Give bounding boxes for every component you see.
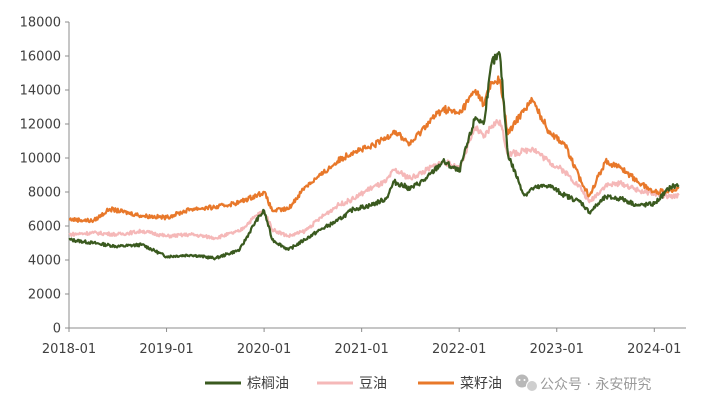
series-lines: [68, 51, 680, 261]
y-tick-label: 10000: [20, 152, 61, 167]
x-tick-label: 2022-01: [432, 342, 486, 357]
series-line-2: [68, 75, 680, 224]
x-tick-label: 2021-01: [334, 342, 388, 357]
wechat-icon: [515, 374, 538, 392]
x-axis: 2018-01 2019-01 2020-01 2021-01 2022-01 2023-…: [42, 327, 686, 357]
legend-label-2: 菜籽油: [460, 376, 502, 392]
y-tick-label: 18000: [20, 16, 61, 31]
legend: 棕榈油 豆油 菜籽油: [205, 376, 502, 392]
watermark-text: 公众号 · 永安研究: [540, 377, 651, 393]
y-tick-label: 0: [53, 322, 61, 337]
legend-label-1: 豆油: [359, 376, 387, 392]
y-axis: 0 2000 4000 6000 8000 10000 12000 14000 16000 180…: [20, 16, 70, 337]
series-line-0: [68, 51, 680, 261]
x-tick-label: 2024-01: [627, 342, 681, 357]
x-tick-label: 2023-01: [530, 342, 584, 357]
y-tick-label: 16000: [20, 50, 61, 65]
x-tick-label: 2019-01: [139, 342, 193, 357]
y-tick-label: 12000: [20, 118, 61, 133]
y-tick-label: 2000: [28, 288, 61, 303]
legend-label-0: 棕榈油: [247, 376, 289, 392]
y-tick-label: 4000: [28, 254, 61, 269]
y-tick-label: 8000: [28, 186, 61, 201]
x-tick-label: 2020-01: [237, 342, 291, 357]
series-line-1: [68, 119, 680, 241]
y-tick-label: 6000: [28, 220, 61, 235]
watermark: 公众号 · 永安研究: [515, 374, 651, 393]
x-tick-label: 2018-01: [42, 342, 96, 357]
y-tick-label: 14000: [20, 84, 61, 99]
